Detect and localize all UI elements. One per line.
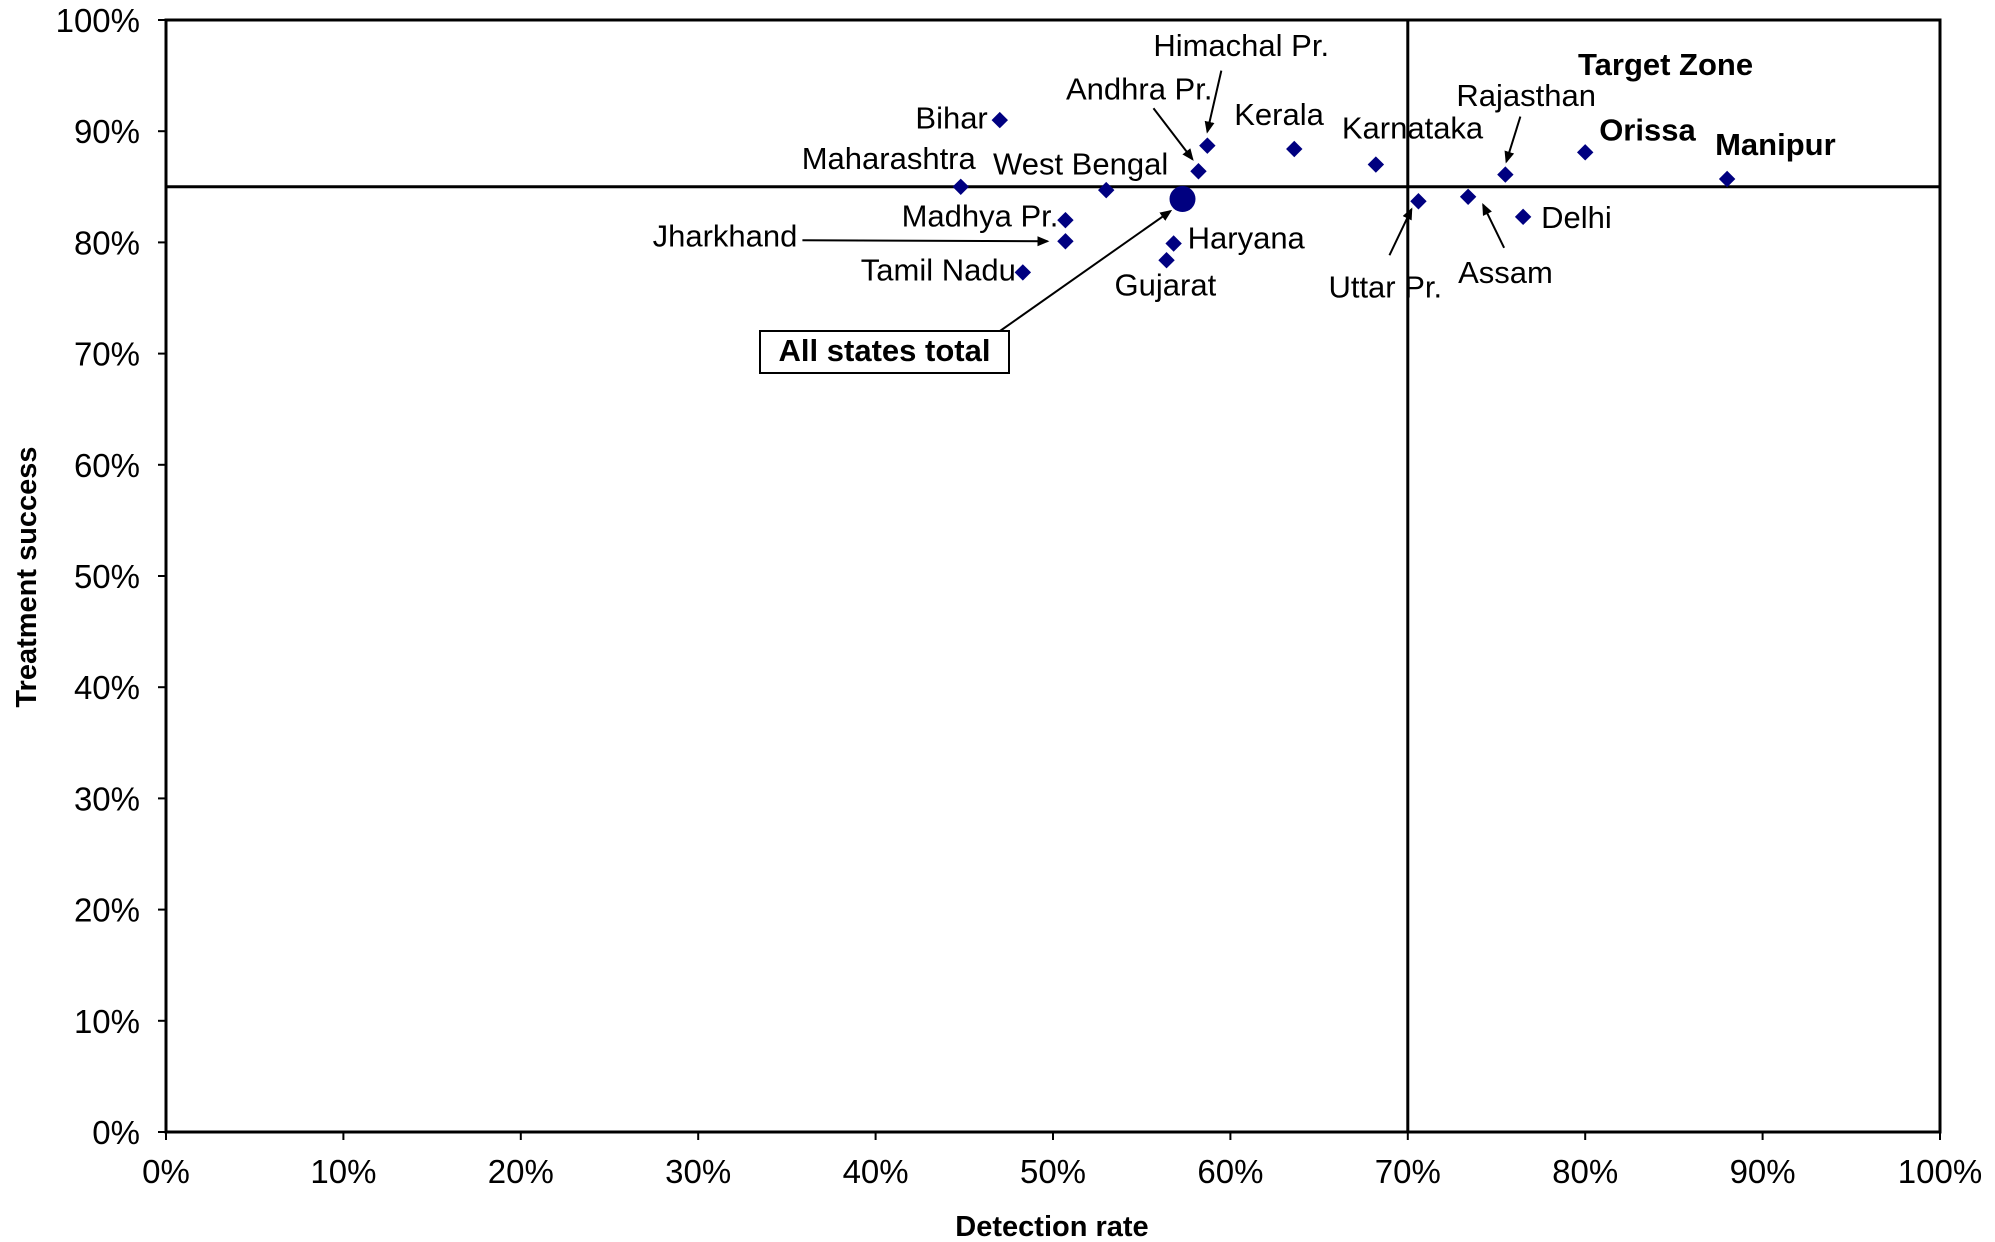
y-tick-label: 30%: [74, 780, 140, 817]
data-point-madhya-pr: [1057, 211, 1074, 229]
x-tick-label: 30%: [665, 1153, 731, 1190]
x-tick-label: 70%: [1375, 1153, 1441, 1190]
data-label-kerala: Kerala: [1234, 97, 1324, 132]
x-tick-label: 40%: [843, 1153, 909, 1190]
y-tick-label: 100%: [56, 2, 140, 39]
data-label-manipur: Manipur: [1715, 127, 1836, 162]
data-label-orissa: Orissa: [1599, 113, 1696, 148]
y-tick-label: 90%: [74, 113, 140, 150]
data-label-delhi: Delhi: [1541, 200, 1612, 235]
label-arrow-himachal-pr: [1204, 70, 1223, 134]
label-arrow-all-states-total: [999, 209, 1173, 332]
y-axis-title: Treatment success: [11, 446, 43, 707]
label-arrow-uttar-pr: [1388, 207, 1413, 256]
data-point-haryana: [1165, 235, 1182, 252]
data-label-haryana: Haryana: [1188, 221, 1306, 256]
data-label-uttar-pr: Uttar Pr.: [1328, 269, 1442, 304]
y-tick-label: 70%: [74, 336, 140, 373]
x-tick-label: 60%: [1197, 1153, 1263, 1190]
data-point-assam: [1459, 188, 1477, 206]
target-zone-label: Target Zone: [1578, 47, 1753, 82]
label-arrow-rajasthan: [1504, 116, 1522, 164]
x-tick-label: 100%: [1898, 1153, 1982, 1190]
data-label-tamil-nadu: Tamil Nadu: [861, 253, 1016, 288]
y-tick-label: 10%: [74, 1003, 140, 1040]
data-point-himachal-pr: [1199, 137, 1216, 154]
x-tick-label: 20%: [488, 1153, 554, 1190]
y-tick-label: 0%: [92, 1114, 140, 1151]
data-point-rajasthan: [1497, 166, 1514, 183]
y-tick-label: 20%: [74, 892, 140, 929]
data-point-tamil-nadu: [1014, 264, 1032, 281]
data-point-gujarat: [1158, 251, 1175, 269]
data-point-all-states-total: [1169, 186, 1196, 213]
data-label-assam: Assam: [1458, 255, 1553, 290]
x-tick-label: 10%: [310, 1153, 376, 1190]
x-tick-label: 0%: [142, 1153, 190, 1190]
data-point-kerala: [1286, 140, 1303, 158]
x-axis-title: Detection rate: [955, 1211, 1148, 1242]
data-point-jharkhand: [1057, 233, 1074, 250]
data-label-bihar: Bihar: [915, 100, 987, 135]
x-tick-label: 80%: [1552, 1153, 1618, 1190]
y-tick-label: 80%: [74, 224, 140, 261]
label-arrow-jharkhand: [802, 236, 1050, 247]
data-point-orissa: [1576, 144, 1594, 161]
data-point-bihar: [991, 111, 1008, 129]
data-point-uttar-pr: [1410, 193, 1427, 210]
data-point-manipur: [1718, 170, 1736, 188]
data-label-west-bengal: West Bengal: [993, 146, 1168, 181]
y-tick-label: 40%: [74, 669, 140, 706]
label-arrow-andhra-pr: [1152, 107, 1194, 161]
data-label-himachal-pr: Himachal Pr.: [1153, 28, 1329, 63]
x-tick-label: 50%: [1020, 1153, 1086, 1190]
data-label-karnataka: Karnataka: [1342, 111, 1484, 146]
data-point-karnataka: [1367, 156, 1385, 173]
data-label-all-states-total: All states total: [779, 333, 991, 368]
data-point-delhi: [1514, 208, 1532, 226]
x-tick-label: 90%: [1730, 1153, 1796, 1190]
data-label-gujarat: Gujarat: [1115, 267, 1217, 302]
data-label-andhra-pr: Andhra Pr.: [1066, 71, 1212, 106]
y-tick-label: 60%: [74, 447, 140, 484]
data-point-andhra-pr: [1190, 163, 1207, 180]
data-point-west-bengal: [1098, 181, 1115, 199]
data-label-rajasthan: Rajasthan: [1456, 78, 1596, 113]
data-label-madhya-pr: Madhya Pr.: [902, 198, 1059, 233]
label-arrow-assam: [1482, 203, 1506, 249]
data-label-jharkhand: Jharkhand: [653, 218, 798, 253]
data-point-maharashtra: [952, 178, 969, 196]
y-tick-label: 50%: [74, 558, 140, 595]
data-label-maharashtra: Maharashtra: [802, 141, 977, 176]
all-states-total-box: [759, 330, 1010, 374]
